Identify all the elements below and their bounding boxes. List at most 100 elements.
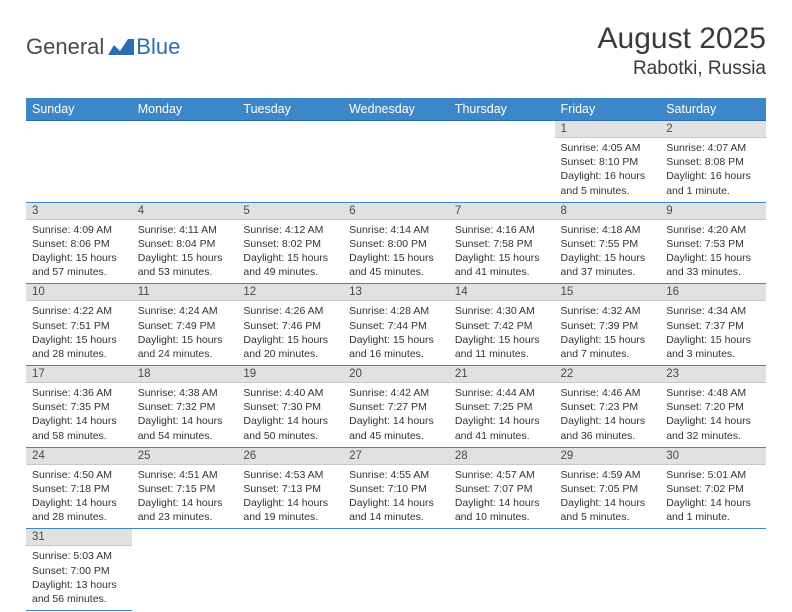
- sunrise-text: Sunrise: 4:36 AM: [32, 386, 126, 400]
- day-body: Sunrise: 4:28 AMSunset: 7:44 PMDaylight:…: [343, 301, 449, 365]
- calendar-cell: [449, 121, 555, 203]
- day-number: 6: [343, 203, 449, 220]
- sunrise-text: Sunrise: 4:51 AM: [138, 468, 232, 482]
- day-number: 21: [449, 366, 555, 383]
- daylight-text: Daylight: 15 hours and 37 minutes.: [561, 251, 655, 279]
- day-body: Sunrise: 4:07 AMSunset: 8:08 PMDaylight:…: [660, 138, 766, 202]
- daylight-text: Daylight: 15 hours and 11 minutes.: [455, 333, 549, 361]
- sunrise-text: Sunrise: 4:32 AM: [561, 304, 655, 318]
- calendar-cell: 9Sunrise: 4:20 AMSunset: 7:53 PMDaylight…: [660, 202, 766, 284]
- calendar-head: SundayMondayTuesdayWednesdayThursdayFrid…: [26, 98, 766, 121]
- sunrise-text: Sunrise: 4:53 AM: [243, 468, 337, 482]
- calendar-cell: 2Sunrise: 4:07 AMSunset: 8:08 PMDaylight…: [660, 121, 766, 203]
- sunset-text: Sunset: 7:23 PM: [561, 400, 655, 414]
- sunset-text: Sunset: 7:49 PM: [138, 319, 232, 333]
- sunrise-text: Sunrise: 4:12 AM: [243, 223, 337, 237]
- sunset-text: Sunset: 7:15 PM: [138, 482, 232, 496]
- sunset-text: Sunset: 7:27 PM: [349, 400, 443, 414]
- calendar-cell: 29Sunrise: 4:59 AMSunset: 7:05 PMDayligh…: [555, 447, 661, 529]
- daylight-text: Daylight: 14 hours and 23 minutes.: [138, 496, 232, 524]
- sunrise-text: Sunrise: 4:38 AM: [138, 386, 232, 400]
- calendar-cell: [660, 529, 766, 611]
- day-number: 1: [555, 121, 661, 138]
- sunset-text: Sunset: 7:35 PM: [32, 400, 126, 414]
- calendar-cell: 18Sunrise: 4:38 AMSunset: 7:32 PMDayligh…: [132, 366, 238, 448]
- calendar-cell: 28Sunrise: 4:57 AMSunset: 7:07 PMDayligh…: [449, 447, 555, 529]
- weekday-header: Sunday: [26, 98, 132, 121]
- calendar-cell: 1Sunrise: 4:05 AMSunset: 8:10 PMDaylight…: [555, 121, 661, 203]
- sunrise-text: Sunrise: 4:59 AM: [561, 468, 655, 482]
- day-number: 20: [343, 366, 449, 383]
- daylight-text: Daylight: 14 hours and 19 minutes.: [243, 496, 337, 524]
- weekday-header: Thursday: [449, 98, 555, 121]
- calendar-cell: 20Sunrise: 4:42 AMSunset: 7:27 PMDayligh…: [343, 366, 449, 448]
- day-body: Sunrise: 4:53 AMSunset: 7:13 PMDaylight:…: [237, 465, 343, 529]
- sunset-text: Sunset: 7:30 PM: [243, 400, 337, 414]
- daylight-text: Daylight: 15 hours and 24 minutes.: [138, 333, 232, 361]
- daylight-text: Daylight: 15 hours and 53 minutes.: [138, 251, 232, 279]
- daylight-text: Daylight: 14 hours and 5 minutes.: [561, 496, 655, 524]
- day-body: Sunrise: 4:48 AMSunset: 7:20 PMDaylight:…: [660, 383, 766, 447]
- day-body: Sunrise: 4:51 AMSunset: 7:15 PMDaylight:…: [132, 465, 238, 529]
- calendar-cell: 14Sunrise: 4:30 AMSunset: 7:42 PMDayligh…: [449, 284, 555, 366]
- daylight-text: Daylight: 14 hours and 28 minutes.: [32, 496, 126, 524]
- calendar-cell: 30Sunrise: 5:01 AMSunset: 7:02 PMDayligh…: [660, 447, 766, 529]
- day-number: 26: [237, 448, 343, 465]
- daylight-text: Daylight: 15 hours and 49 minutes.: [243, 251, 337, 279]
- calendar-cell: 3Sunrise: 4:09 AMSunset: 8:06 PMDaylight…: [26, 202, 132, 284]
- day-number: 3: [26, 203, 132, 220]
- day-body: Sunrise: 4:57 AMSunset: 7:07 PMDaylight:…: [449, 465, 555, 529]
- day-number: 14: [449, 284, 555, 301]
- sunrise-text: Sunrise: 5:01 AM: [666, 468, 760, 482]
- sunset-text: Sunset: 8:02 PM: [243, 237, 337, 251]
- daylight-text: Daylight: 14 hours and 1 minute.: [666, 496, 760, 524]
- day-body: Sunrise: 5:01 AMSunset: 7:02 PMDaylight:…: [660, 465, 766, 529]
- logo: General Blue: [26, 34, 180, 60]
- sunset-text: Sunset: 8:04 PM: [138, 237, 232, 251]
- calendar-cell: 21Sunrise: 4:44 AMSunset: 7:25 PMDayligh…: [449, 366, 555, 448]
- sunrise-text: Sunrise: 4:57 AM: [455, 468, 549, 482]
- daylight-text: Daylight: 14 hours and 45 minutes.: [349, 414, 443, 442]
- day-body: Sunrise: 4:50 AMSunset: 7:18 PMDaylight:…: [26, 465, 132, 529]
- calendar-cell: 15Sunrise: 4:32 AMSunset: 7:39 PMDayligh…: [555, 284, 661, 366]
- day-number: 30: [660, 448, 766, 465]
- sunset-text: Sunset: 7:00 PM: [32, 564, 126, 578]
- day-body: Sunrise: 4:46 AMSunset: 7:23 PMDaylight:…: [555, 383, 661, 447]
- day-body: Sunrise: 4:32 AMSunset: 7:39 PMDaylight:…: [555, 301, 661, 365]
- day-number: 27: [343, 448, 449, 465]
- logo-text-general: General: [26, 34, 104, 60]
- sunset-text: Sunset: 7:02 PM: [666, 482, 760, 496]
- sunrise-text: Sunrise: 4:22 AM: [32, 304, 126, 318]
- day-number: 24: [26, 448, 132, 465]
- sunrise-text: Sunrise: 4:07 AM: [666, 141, 760, 155]
- daylight-text: Daylight: 14 hours and 14 minutes.: [349, 496, 443, 524]
- calendar-cell: [132, 121, 238, 203]
- day-body: Sunrise: 4:55 AMSunset: 7:10 PMDaylight:…: [343, 465, 449, 529]
- day-body: Sunrise: 4:20 AMSunset: 7:53 PMDaylight:…: [660, 220, 766, 284]
- daylight-text: Daylight: 14 hours and 41 minutes.: [455, 414, 549, 442]
- day-number: 5: [237, 203, 343, 220]
- sunrise-text: Sunrise: 4:26 AM: [243, 304, 337, 318]
- daylight-text: Daylight: 15 hours and 3 minutes.: [666, 333, 760, 361]
- sunset-text: Sunset: 7:10 PM: [349, 482, 443, 496]
- daylight-text: Daylight: 16 hours and 5 minutes.: [561, 169, 655, 197]
- calendar-cell: 17Sunrise: 4:36 AMSunset: 7:35 PMDayligh…: [26, 366, 132, 448]
- sunset-text: Sunset: 7:42 PM: [455, 319, 549, 333]
- daylight-text: Daylight: 14 hours and 58 minutes.: [32, 414, 126, 442]
- sunset-text: Sunset: 7:53 PM: [666, 237, 760, 251]
- calendar-cell: 24Sunrise: 4:50 AMSunset: 7:18 PMDayligh…: [26, 447, 132, 529]
- day-number: 9: [660, 203, 766, 220]
- calendar-cell: [237, 121, 343, 203]
- calendar-cell: 23Sunrise: 4:48 AMSunset: 7:20 PMDayligh…: [660, 366, 766, 448]
- daylight-text: Daylight: 15 hours and 7 minutes.: [561, 333, 655, 361]
- day-body: Sunrise: 4:30 AMSunset: 7:42 PMDaylight:…: [449, 301, 555, 365]
- day-body: Sunrise: 4:40 AMSunset: 7:30 PMDaylight:…: [237, 383, 343, 447]
- day-number: 19: [237, 366, 343, 383]
- sunset-text: Sunset: 8:00 PM: [349, 237, 443, 251]
- sunset-text: Sunset: 7:44 PM: [349, 319, 443, 333]
- calendar-cell: [237, 529, 343, 611]
- sunrise-text: Sunrise: 4:14 AM: [349, 223, 443, 237]
- day-body: Sunrise: 4:42 AMSunset: 7:27 PMDaylight:…: [343, 383, 449, 447]
- day-number: 15: [555, 284, 661, 301]
- day-number: 23: [660, 366, 766, 383]
